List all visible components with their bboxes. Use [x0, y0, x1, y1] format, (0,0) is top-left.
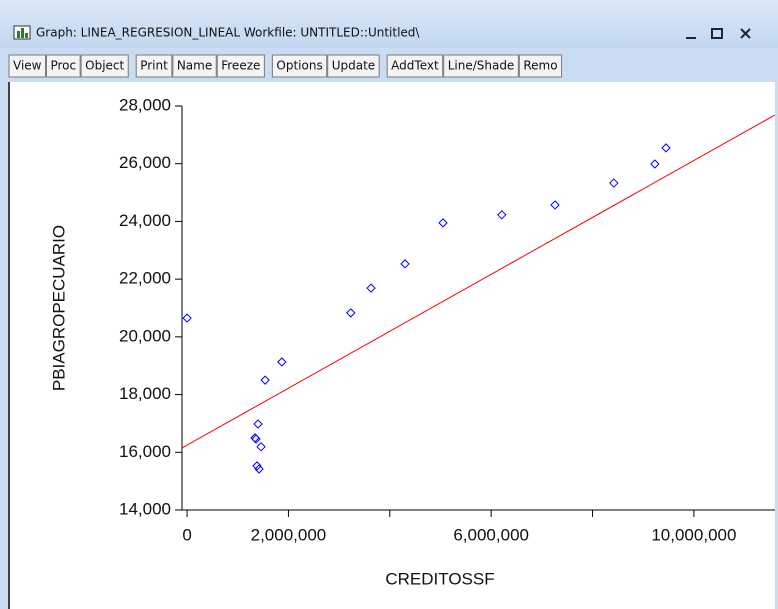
fit-line — [181, 114, 776, 449]
scatter-point — [182, 313, 192, 323]
toolbar: View Proc Object Print Name Freeze Options Upda… — [8, 54, 563, 78]
scatter-point — [256, 442, 266, 452]
scatter-point — [260, 375, 270, 385]
window-controls[interactable] — [686, 28, 751, 39]
scatter-point — [497, 210, 507, 220]
toolbar-button-label[interactable]: Update — [332, 59, 375, 73]
app-icon — [13, 25, 31, 40]
toolbar-button[interactable] — [327, 54, 380, 78]
toolbar-button-label[interactable]: Line/Shade — [448, 59, 515, 73]
scatter-point — [609, 178, 619, 188]
title-bar — [0, 0, 778, 48]
plot: 14,000 16,000 18,000 20,000 22,000 24,000 26,0… — [49, 95, 776, 588]
toolbar-button[interactable] — [8, 54, 46, 78]
y-tick-label: 14,000 — [119, 499, 171, 518]
scatter-point — [346, 308, 356, 318]
x-tick-label: 10,000,000 — [651, 525, 736, 544]
scatter-point — [650, 159, 660, 169]
scatter-point — [252, 461, 262, 471]
scatter-point — [438, 218, 448, 228]
y-tick-label: 28,000 — [119, 95, 171, 114]
toolbar-button-label[interactable]: AddText — [391, 59, 439, 73]
x-tick-label: 6,000,000 — [453, 525, 529, 544]
toolbar-button-label[interactable]: Freeze — [221, 59, 260, 73]
x-axis-label: CREDITOSSF — [385, 569, 494, 588]
toolbar-button-label[interactable]: Name — [177, 59, 212, 73]
scatter-point — [661, 143, 671, 153]
toolbar-button-label[interactable]: Options — [276, 59, 322, 73]
y-axis-label: PBIAGROPECUARIO — [49, 225, 68, 391]
scatter-point — [366, 283, 376, 293]
graph-area — [8, 82, 775, 609]
y-tick-label: 18,000 — [119, 384, 171, 403]
scatter-point — [250, 433, 260, 443]
toolbar-button-label[interactable]: Remo — [523, 59, 557, 73]
toolbar-button-label[interactable]: Object — [85, 59, 124, 73]
y-tick-label: 16,000 — [119, 442, 171, 461]
toolbar-button[interactable] — [135, 54, 173, 78]
y-tick-label: 20,000 — [119, 326, 171, 345]
toolbar-button[interactable] — [386, 54, 444, 78]
toolbar-button[interactable] — [80, 54, 129, 78]
scatter-point — [550, 200, 560, 210]
toolbar-button[interactable] — [443, 54, 519, 78]
toolbar-button-label[interactable]: Print — [140, 59, 168, 73]
toolbar-button[interactable] — [216, 54, 265, 78]
y-tick-label: 22,000 — [119, 269, 171, 288]
scatter-point — [400, 259, 410, 269]
toolbar-button-label[interactable]: View — [13, 59, 42, 73]
scatter-point — [253, 419, 263, 429]
scatter-point — [254, 464, 264, 474]
y-tick-label: 26,000 — [119, 153, 171, 172]
toolbar-button[interactable] — [45, 54, 81, 78]
y-tick-label: 24,000 — [119, 211, 171, 230]
scatter-point — [277, 357, 287, 367]
x-tick-label: 0 — [182, 525, 191, 544]
x-tick-label: 2,000,000 — [251, 525, 327, 544]
toolbar-button[interactable] — [172, 54, 217, 78]
window-title: Graph: LINEA_REGRESION_LINEAL Workfile: … — [36, 26, 420, 40]
toolbar-button[interactable] — [271, 54, 328, 78]
toolbar-button[interactable] — [518, 54, 563, 78]
toolbar-button-label[interactable]: Proc — [50, 59, 76, 73]
